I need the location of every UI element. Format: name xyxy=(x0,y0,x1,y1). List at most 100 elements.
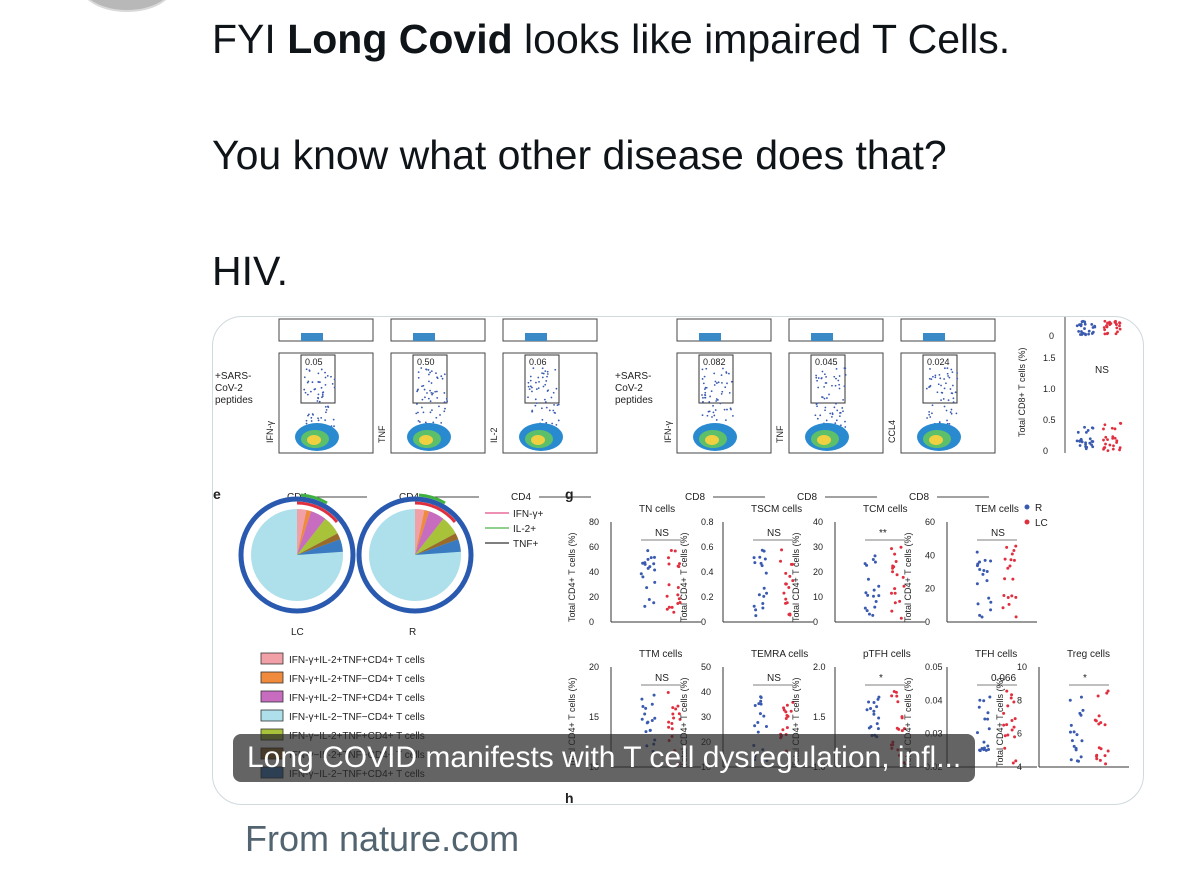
flow-event-dot xyxy=(936,391,939,394)
g-top-3-dot-r xyxy=(982,569,986,573)
flow-event-dot xyxy=(705,367,708,370)
link-card[interactable]: +SARS- CoV-2 peptides +SARS- CoV-2 peptides 0.… xyxy=(212,316,1144,805)
flow-gate xyxy=(412,354,448,404)
pie-slice xyxy=(415,533,459,555)
g-top-0-tick: 0 xyxy=(589,617,594,627)
g-bottom-4-dot-r xyxy=(1069,723,1073,727)
peptide-label-left: CoV-2 xyxy=(215,383,243,394)
flow-event-dot xyxy=(547,389,550,392)
g-top-3-sig: NS xyxy=(991,528,1005,539)
flow-event-dot xyxy=(333,378,336,381)
g-bottom-3-dot-r xyxy=(987,727,991,731)
flow-event-dot xyxy=(824,406,827,409)
flow-event-dot xyxy=(714,380,717,383)
g-bottom-4-dot-r xyxy=(1070,739,1074,743)
g-bottom-4-dot-r xyxy=(1072,744,1076,748)
g-top-1-dot-lc xyxy=(779,559,783,563)
cd8-dot-r xyxy=(1075,439,1079,443)
cd8-dot-r xyxy=(1085,445,1089,449)
g-bottom-4-dot-lc xyxy=(1104,762,1108,766)
g-bottom-0-dot-lc xyxy=(672,716,676,720)
flow-event-dot xyxy=(557,403,560,406)
flow-event-dot xyxy=(417,411,419,414)
flow-event-dot xyxy=(424,421,427,424)
g-top-0-dot-lc xyxy=(667,583,671,587)
g-top-3-dot-r xyxy=(978,560,982,564)
g-top-1-dot-lc xyxy=(791,579,795,583)
g-top-0-dot-r xyxy=(641,561,645,565)
flow-panel-top-frame xyxy=(900,318,996,342)
flow-event-dot xyxy=(947,399,950,402)
flow-event-dot xyxy=(713,384,716,386)
flow-panel-top-blob xyxy=(699,333,721,341)
flow-panel-frame xyxy=(788,352,884,454)
flow-event-dot xyxy=(416,403,418,405)
g-bottom-0-dot-r xyxy=(644,706,648,710)
g-bottom-3-dot-r xyxy=(980,746,984,750)
flow-event-dot xyxy=(324,376,327,379)
flow-gate xyxy=(524,354,560,404)
flow-event-dot xyxy=(726,382,728,385)
flow-event-dot xyxy=(815,376,818,379)
flow-event-dot xyxy=(724,419,727,422)
g-bottom-1-dot-lc xyxy=(791,700,795,704)
flow-y-label: TNF xyxy=(775,425,785,443)
cd8-dot-lc-top xyxy=(1103,332,1107,336)
g-top-0-dot-r xyxy=(643,604,647,608)
g-bottom-4-dot-r xyxy=(1075,733,1079,737)
panel-e-letter: e xyxy=(213,486,221,502)
g-top-2-dot-lc xyxy=(893,587,897,591)
g-bottom-1-tick: 30 xyxy=(701,712,711,722)
g-bottom-1-tick: 40 xyxy=(701,687,711,697)
g-bottom-3-dot-r xyxy=(986,744,990,748)
flow-event-dot xyxy=(313,388,316,391)
flow-event-dot xyxy=(721,381,723,384)
g-bottom-3-tick: 0.04 xyxy=(925,695,943,705)
flow-event-dot xyxy=(322,391,325,394)
g-top-0-dot-lc xyxy=(669,548,673,552)
flow-event-dot xyxy=(934,376,937,379)
g-bottom-4-tick: 10 xyxy=(1017,662,1027,672)
g-top-2-dot-lc xyxy=(902,584,906,588)
tweet-line-3: HIV. xyxy=(212,248,288,294)
flow-event-dot xyxy=(443,401,446,404)
flow-event-dot xyxy=(701,394,703,396)
flow-event-dot xyxy=(309,390,312,393)
g-top-3-tick: 20 xyxy=(925,584,935,594)
flow-event-dot xyxy=(303,388,306,391)
g-bottom-0-dot-lc xyxy=(667,720,671,724)
g-top-1-dot-r xyxy=(762,549,766,553)
flow-event-dot xyxy=(835,402,837,405)
flow-event-dot xyxy=(702,396,704,399)
flow-event-dot xyxy=(842,410,844,413)
g-bottom-0-dot-lc xyxy=(667,725,671,729)
flow-gate-value: 0.045 xyxy=(815,357,838,367)
g-bottom-4-dot-lc xyxy=(1095,754,1099,758)
g-bottom-4-sig: * xyxy=(1083,673,1087,684)
card-source-link[interactable]: From nature.com xyxy=(245,818,520,859)
flow-event-dot xyxy=(712,404,714,407)
g-top-0-dot-r xyxy=(652,601,656,605)
flow-event-dot xyxy=(538,381,540,383)
flow-panel-top-blob xyxy=(525,333,547,341)
flow-panel-top-frame xyxy=(676,318,772,342)
g-top-3-dot-lc xyxy=(1010,594,1014,598)
author-avatar[interactable] xyxy=(80,0,174,12)
cd8-dot-lc-top xyxy=(1105,325,1109,329)
flow-event-dot xyxy=(819,414,822,417)
tweet-line-1-bold: Long Covid xyxy=(287,16,513,62)
flow-event-dot xyxy=(303,376,306,379)
flow-event-dot xyxy=(430,391,433,394)
flow-event-dot xyxy=(320,386,323,389)
g-bottom-2-dot-lc xyxy=(890,694,894,698)
g-bottom-0-dot-r xyxy=(640,697,644,701)
pie-arc-ifn xyxy=(296,501,339,523)
g-top-0-dot-r xyxy=(652,555,656,559)
flow-event-dot xyxy=(310,416,313,419)
cd8-dot-r xyxy=(1088,437,1092,441)
flow-event-dot xyxy=(956,372,959,374)
flow-gate-value: 0.50 xyxy=(417,357,435,367)
g-bottom-0-dot-r xyxy=(640,717,644,721)
flow-panel-top-blob xyxy=(811,333,833,341)
flow-x-label: CD4 xyxy=(511,492,531,503)
